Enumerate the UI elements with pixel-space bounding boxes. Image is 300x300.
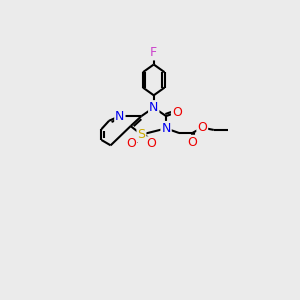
Text: O: O — [172, 106, 182, 119]
Text: O: O — [187, 136, 197, 149]
Text: O: O — [127, 137, 136, 150]
Text: N: N — [149, 101, 158, 114]
Text: N: N — [115, 110, 124, 123]
Text: O: O — [197, 121, 207, 134]
Text: F: F — [150, 46, 157, 59]
Text: O: O — [146, 137, 156, 150]
Text: S: S — [137, 128, 146, 141]
Text: N: N — [161, 122, 171, 135]
